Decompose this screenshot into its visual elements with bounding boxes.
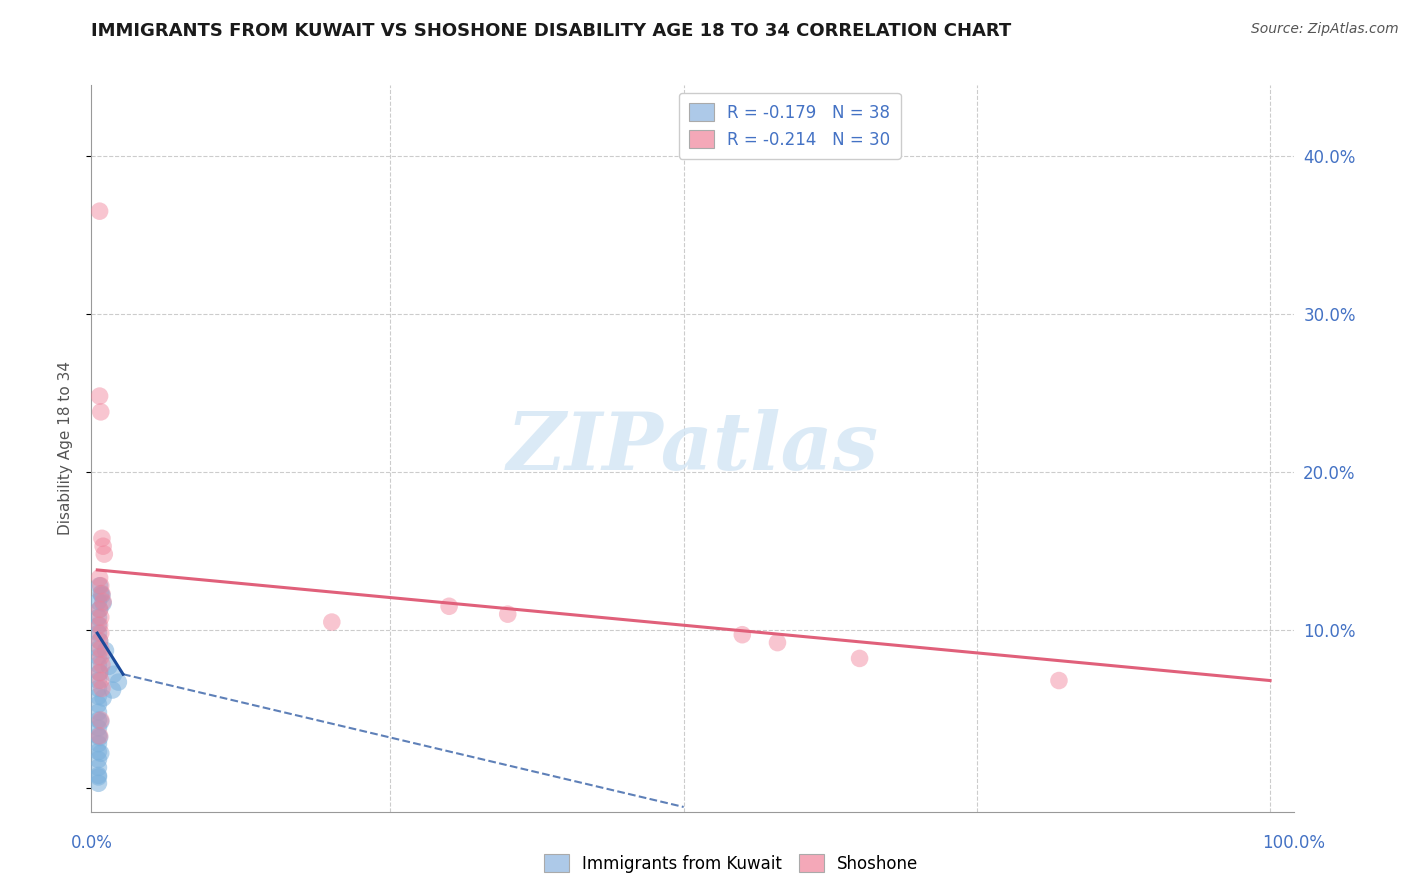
Point (87, 721, 110, 735)
Point (848, 651, 870, 665)
Point (90, 746, 112, 760)
Point (98, 659, 121, 673)
Point (87, 681, 110, 696)
Point (103, 667, 125, 681)
Point (91, 588, 114, 602)
Point (89, 602, 111, 616)
Point (90, 642, 112, 657)
Point (437, 599, 460, 614)
Point (87, 705, 110, 719)
Point (766, 635, 789, 649)
Legend: R = -0.179   N = 38, R = -0.214   N = 30: R = -0.179 N = 38, R = -0.214 N = 30 (679, 93, 900, 159)
Point (90, 587, 112, 601)
Point (87, 649, 110, 664)
Point (87, 713, 110, 727)
Legend: Immigrants from Kuwait, Shoshone: Immigrants from Kuwait, Shoshone (537, 847, 925, 880)
Point (87, 753, 110, 767)
Point (87, 657, 110, 672)
Point (87, 745, 110, 759)
Point (91, 690, 114, 705)
Point (90, 626, 112, 640)
Text: ZIPatlas: ZIPatlas (506, 409, 879, 487)
Point (90, 579, 112, 593)
Point (87, 673, 110, 688)
Point (87, 618, 110, 632)
Point (731, 628, 754, 642)
Point (91, 596, 114, 610)
Point (90, 673, 112, 688)
Text: Source: ZipAtlas.com: Source: ZipAtlas.com (1251, 22, 1399, 37)
Point (91, 539, 114, 553)
Point (89, 665, 111, 680)
Point (87, 737, 110, 751)
Point (94, 643, 117, 657)
Point (101, 683, 124, 698)
Point (90, 649, 112, 664)
Point (87, 760, 110, 774)
Text: 100.0%: 100.0% (1263, 834, 1324, 852)
Point (496, 607, 519, 622)
Point (91, 587, 114, 601)
Point (89, 204, 111, 219)
Point (89, 634, 111, 648)
Point (87, 768, 110, 782)
Point (1047, 673, 1070, 688)
Point (89, 389, 111, 403)
Point (87, 610, 110, 624)
Point (89, 602, 111, 616)
Point (87, 729, 110, 743)
Point (91, 594, 114, 608)
Point (89, 729, 111, 743)
Point (90, 405, 112, 419)
Point (87, 626, 110, 640)
Text: IMMIGRANTS FROM KUWAIT VS SHOSHONE DISABILITY AGE 18 TO 34 CORRELATION CHART: IMMIGRANTS FROM KUWAIT VS SHOSHONE DISAB… (91, 22, 1012, 40)
Point (87, 698, 110, 712)
Point (89, 618, 111, 632)
Point (89, 579, 111, 593)
Point (89, 665, 111, 680)
Point (87, 776, 110, 790)
Point (90, 714, 112, 729)
Point (87, 690, 110, 704)
Point (91, 657, 114, 672)
Point (91, 531, 114, 545)
Point (87, 770, 110, 784)
Point (93, 547, 115, 561)
Point (91, 681, 114, 696)
Point (87, 594, 110, 608)
Text: 0.0%: 0.0% (70, 834, 112, 852)
Point (90, 713, 112, 727)
Point (89, 634, 111, 648)
Point (89, 731, 111, 745)
Point (89, 571, 111, 585)
Point (107, 675, 129, 690)
Point (321, 615, 343, 629)
Y-axis label: Disability Age 18 to 34: Disability Age 18 to 34 (58, 361, 73, 535)
Point (87, 642, 110, 657)
Point (90, 610, 112, 624)
